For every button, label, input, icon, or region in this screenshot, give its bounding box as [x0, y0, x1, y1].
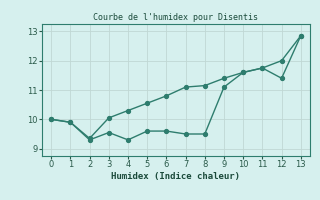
Title: Courbe de l'humidex pour Disentis: Courbe de l'humidex pour Disentis	[93, 13, 259, 22]
X-axis label: Humidex (Indice chaleur): Humidex (Indice chaleur)	[111, 172, 241, 181]
